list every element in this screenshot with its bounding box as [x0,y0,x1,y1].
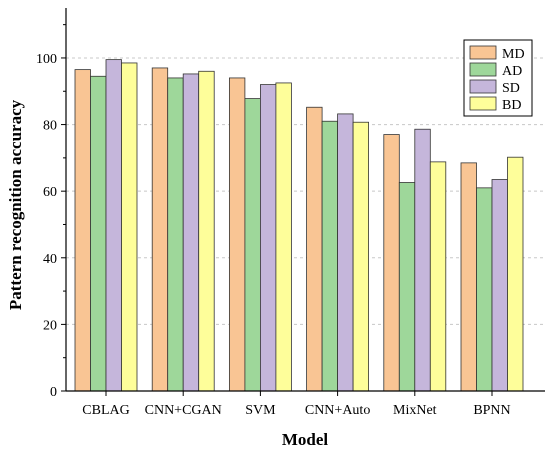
x-tick-label: BPNN [473,403,510,418]
bar-bd [198,70,215,392]
bar-md [74,69,91,392]
x-tick-label: CNN+Auto [305,403,370,418]
bar-md [383,134,400,392]
bar-sd [259,84,277,392]
legend-label: BD [502,98,521,113]
legend-swatch [469,79,497,94]
y-axis-title: Pattern recognition accuracy [6,99,25,310]
axes [65,8,545,392]
y-tick-label: 100 [36,52,57,67]
bar-sd [105,59,122,392]
legend-swatch [469,62,497,77]
bar-ad [476,187,493,392]
y-tick-label: 40 [43,252,57,267]
bar-ad [398,182,416,392]
x-tick-label: CBLAG [82,403,129,418]
y-ticks: 0 20 40 60 80 100 [36,24,66,400]
bar-ad [167,77,184,392]
bar-ad [90,75,107,392]
bar-bd [507,156,524,392]
x-ticks: CBLAG CNN+CGAN SVM CNN+Auto MixNet BPNN [82,391,511,418]
y-tick-label: 80 [43,119,57,134]
y-tick-label: 20 [43,318,57,333]
bar-sd [414,128,431,392]
bars [74,59,524,392]
bar-bd [121,62,138,392]
bar-md [460,162,477,392]
x-tick-label: CNN+CGAN [145,403,222,418]
bar-bd [429,161,447,392]
bar-bd [275,82,292,392]
y-tick-label: 60 [43,185,57,200]
bar-sd [337,113,354,392]
legend: MD AD SD BD [463,39,533,117]
legend-label: SD [502,81,520,96]
legend-swatch [469,96,497,111]
legend-label: MD [502,47,525,62]
y-tick-label: 0 [50,385,57,400]
grid-lines [66,57,545,325]
bar-bd [352,121,370,392]
bar-md [151,67,169,392]
bar-sd [182,73,200,392]
legend-swatch [469,45,497,60]
x-tick-label: MixNet [393,403,437,418]
bar-sd [491,179,508,392]
bar-ad [244,98,261,392]
bar-ad [321,120,339,392]
x-axis-title: Model [282,430,329,449]
bar-md [228,77,246,392]
bar-md [306,106,323,392]
x-tick-label: SVM [245,403,276,418]
legend-label: AD [502,64,522,79]
